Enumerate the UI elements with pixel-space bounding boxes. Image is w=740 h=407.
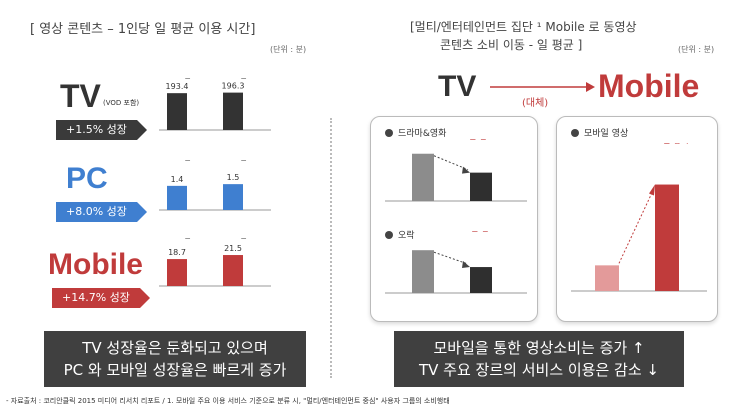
- entertainment-chart: 2013.9 2014.9-13분 감소: [385, 231, 527, 294]
- tv-chart: 193.4 2013년 196.3 2014년: [159, 78, 271, 131]
- mobile-video-bullet-icon: [571, 129, 579, 137]
- left-summary-line-2: PC 와 모바일 성장율은 빠르게 증가: [63, 361, 287, 379]
- right-tv-label: TV: [438, 70, 477, 103]
- mobile-label: Mobile: [48, 248, 143, 281]
- pc-chart: 1.4 2013년 1.5 2014년: [159, 160, 271, 211]
- chart-bar: [167, 93, 187, 130]
- chart-category-label: 2014.9: [653, 143, 681, 145]
- chart-category-label: 2013.9: [409, 139, 437, 141]
- chart-data-label: 1.5: [227, 173, 240, 182]
- chart-category-label: 2013.9: [593, 143, 621, 145]
- chart-category-label: 2013년: [163, 160, 191, 162]
- mobile-video-panel: 모바일 영상 2013.9 2014.9+63분 증가: [556, 116, 718, 322]
- tv-label: TV: [60, 78, 101, 114]
- chart-bar: [595, 265, 619, 291]
- trend-arrow-icon: [649, 184, 655, 196]
- trend-arrow-icon: [462, 261, 470, 269]
- left-summary-line-1: TV 성장율은 둔화되고 있으며: [82, 339, 268, 357]
- pc-label: PC: [66, 162, 108, 195]
- trend-arrow-icon: [462, 166, 470, 174]
- chart-data-label: 21.5: [224, 244, 242, 253]
- drama-bullet-icon: [385, 129, 393, 137]
- tv-sub-label: (VOD 포함): [103, 99, 140, 107]
- chart-bar: [470, 267, 492, 293]
- right-summary-line-2: TV 주요 장르의 서비스 이용은 감소 ↓: [418, 361, 659, 379]
- change-label: -13분 감소: [457, 231, 497, 234]
- change-label: -16분 감소: [455, 139, 495, 142]
- mobile-growth-pill: +14.7% 성장: [52, 288, 150, 308]
- chart-category-label: 2013.9: [409, 231, 437, 233]
- chart-category-label: 2014년: [219, 78, 247, 80]
- section-divider: [330, 118, 332, 378]
- right-summary-box: 모바일을 통한 영상소비는 증가 ↑ TV 주요 장르의 서비스 이용은 감소 …: [394, 331, 684, 387]
- source-footnote: - 자료출처 : 코리안클릭 2015 미디어 리서치 리포트 / 1. 모바일…: [6, 397, 450, 405]
- mobile-video-title-text: 모바일 영상: [584, 129, 629, 139]
- drama-panel-title: 드라마&영화: [385, 126, 446, 139]
- right-summary-line-1: 모바일을 통한 영상소비는 증가 ↑: [433, 339, 645, 357]
- left-unit: (단위 : 분): [270, 45, 307, 54]
- right-title-line-2: 콘텐츠 소비 이동 - 일 평균 ]: [440, 38, 583, 52]
- left-summary-box: TV 성장율은 둔화되고 있으며 PC 와 모바일 성장율은 빠르게 증가: [44, 331, 306, 387]
- entertainment-panel-title: 오락: [385, 228, 415, 241]
- chart-bar: [223, 92, 243, 130]
- chart-category-label: 2014.9: [467, 139, 495, 141]
- chart-bar: [223, 184, 243, 210]
- right-unit: (단위 : 분): [678, 45, 715, 54]
- mobile-video-chart: 2013.9 2014.9+63분 증가: [571, 143, 707, 292]
- chart-data-label: 18.7: [168, 248, 186, 257]
- mobile-chart: 18.7 2013년 21.5 2014년: [159, 238, 271, 287]
- chart-data-label: 196.3: [222, 82, 245, 91]
- right-title-line-1: [멀티/엔터테인먼트 집단 ¹ Mobile 로 동영상: [410, 20, 637, 34]
- chart-data-label: 1.4: [171, 175, 184, 184]
- mobile-video-panel-title: 모바일 영상: [571, 126, 628, 139]
- chart-bar: [412, 250, 434, 293]
- chart-bar: [470, 172, 492, 201]
- right-mobile-label: Mobile: [598, 68, 700, 104]
- replace-label: (대체): [522, 98, 549, 109]
- chart-bar: [167, 259, 187, 286]
- chart-category-label: 2014년: [219, 160, 247, 162]
- chart-bar: [223, 255, 243, 286]
- chart-bar: [167, 185, 187, 210]
- drama-title-text: 드라마&영화: [398, 129, 447, 139]
- entertainment-title-text: 오락: [398, 231, 415, 241]
- trend-line: [618, 190, 654, 264]
- change-label: +63분 증가: [645, 143, 689, 146]
- chart-category-label: 2014년: [219, 238, 247, 240]
- tv-growth-pill: +1.5% 성장: [56, 120, 147, 140]
- pc-growth-pill: +8.0% 성장: [56, 202, 147, 222]
- entertainment-bullet-icon: [385, 231, 393, 239]
- chart-category-label: 2014.9: [467, 231, 495, 233]
- chart-bar: [655, 184, 679, 291]
- replace-arrow-icon: [490, 82, 595, 92]
- tv-genre-panel: 드라마&영화 2013.92014.9-16분 감소 오락 2013.92014…: [370, 116, 538, 322]
- chart-category-label: 2013년: [163, 78, 191, 80]
- drama-chart: 2013.9 2014.9-16분 감소: [385, 139, 527, 202]
- chart-data-label: 193.4: [166, 82, 189, 91]
- chart-bar: [412, 153, 434, 201]
- chart-category-label: 2013년: [163, 238, 191, 240]
- left-title: [ 영상 콘텐츠 – 1인당 일 평균 이용 시간]: [30, 22, 256, 37]
